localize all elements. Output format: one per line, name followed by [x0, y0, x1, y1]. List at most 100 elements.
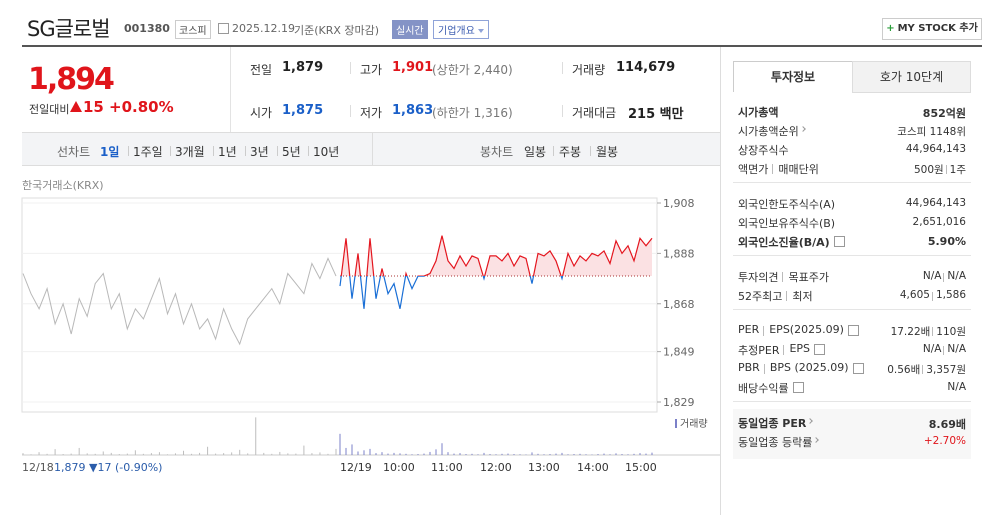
help-icon[interactable]: [792, 382, 804, 393]
label-separator: [782, 272, 784, 282]
volume-bar: [303, 445, 305, 455]
realtime-badge[interactable]: 실시간: [392, 20, 428, 39]
overview-button[interactable]: 기업개요: [433, 20, 489, 39]
help-icon[interactable]: [833, 236, 845, 247]
tab[interactable]: 호가 10단계: [852, 61, 971, 93]
volume-bar: [477, 454, 479, 455]
info-value: N/A: [922, 343, 942, 355]
summary-note: (하한가 1,316): [432, 106, 513, 120]
option-separator: [308, 146, 309, 156]
x-label: 13:00: [528, 461, 560, 474]
info-label: 52주최고: [738, 290, 783, 303]
calendar-icon: [218, 23, 229, 34]
period-option[interactable]: 10년: [313, 145, 340, 159]
value-separator: [932, 327, 934, 336]
volume-bar: [579, 453, 581, 455]
volume-bar: [199, 452, 201, 455]
candle-option[interactable]: 주봉: [559, 145, 582, 159]
volume-bar: [102, 451, 104, 455]
volume-bar: [223, 453, 225, 455]
volume-bar: [22, 453, 24, 455]
link-arrow[interactable]: [799, 126, 806, 132]
option-separator: [553, 146, 554, 156]
section-divider: [733, 309, 971, 310]
tab-active[interactable]: 투자정보: [733, 61, 853, 92]
volume-bar: [134, 450, 136, 455]
summary-value: 1,879: [282, 60, 324, 75]
period-option[interactable]: 3년: [250, 145, 269, 159]
help-icon[interactable]: [814, 344, 826, 355]
volume-bar: [489, 454, 491, 455]
volume-bar: [597, 454, 599, 455]
volume-bar: [279, 451, 281, 455]
volume-bar: [287, 453, 289, 455]
x-label: 14:00: [577, 461, 609, 474]
info-label: 배당수익률: [738, 382, 789, 395]
base-date: 2025.12.19: [232, 22, 295, 35]
period-option[interactable]: 1일: [100, 145, 120, 159]
volume-bar: [447, 452, 449, 455]
value-separator: [945, 165, 947, 174]
info-label: PBR: [738, 361, 760, 374]
volume-bar: [345, 447, 347, 455]
info-label: 동일업종 PER: [738, 417, 807, 430]
section-shade: [733, 409, 971, 459]
option-separator: [213, 146, 214, 156]
volume-bar: [423, 453, 425, 455]
volume-bar: [615, 453, 617, 455]
volume-bar: [263, 452, 265, 455]
volume-bar: [231, 452, 233, 455]
y-tick-label: 1,829: [663, 396, 695, 409]
volume-bar: [441, 443, 443, 455]
volume-bar: [351, 444, 353, 455]
volume-bar: [369, 448, 371, 455]
period-option[interactable]: 1년: [218, 145, 237, 159]
period-option[interactable]: 5년: [282, 145, 301, 159]
summary-separator: [562, 105, 563, 117]
candle-chart-label: 봉차트: [480, 145, 514, 159]
x-label: 11:00: [431, 461, 463, 474]
volume-bar: [399, 453, 401, 455]
info-value: 0.56배: [887, 364, 921, 376]
volume-bar: [118, 454, 120, 455]
volume-bar: [567, 454, 569, 455]
info-label: EPS: [789, 342, 811, 355]
summary-value: 1,901: [392, 60, 434, 75]
help-icon[interactable]: [852, 363, 864, 374]
period-option[interactable]: 1주일: [133, 145, 163, 159]
info-value: 44,964,143: [905, 143, 966, 155]
help-icon[interactable]: [847, 325, 859, 336]
up-triangle: [70, 101, 82, 112]
info-value: 17.22배: [890, 326, 931, 338]
volume-bar: [335, 448, 337, 455]
section-divider: [733, 182, 971, 183]
info-value: 852억원: [922, 107, 966, 120]
stock-code: 001380: [124, 22, 170, 35]
info-value: 110원: [936, 326, 966, 338]
volume-bar: [363, 450, 365, 455]
info-value: 4,605: [899, 289, 930, 301]
volume-bar: [513, 454, 515, 455]
period-option[interactable]: 3개월: [175, 145, 205, 159]
chart-source: 한국거래소(KRX): [22, 179, 104, 192]
volume-bar: [30, 454, 32, 455]
overview-text: 기업개요: [438, 26, 475, 37]
volume-bar: [537, 453, 539, 455]
summary-label: 거래량: [572, 63, 606, 77]
mystock-button[interactable]: + MY STOCK 추가: [882, 18, 982, 40]
stock-name: SG글로벌: [27, 17, 111, 41]
info-label: 목표주가: [788, 271, 829, 284]
candle-option[interactable]: 일봉: [524, 145, 547, 159]
label-separator: [763, 326, 765, 336]
volume-bar: [339, 433, 341, 455]
summary-label: 저가: [360, 106, 383, 120]
candle-option[interactable]: 월봉: [596, 145, 619, 159]
volume-bar: [453, 453, 455, 455]
info-label: 최저: [792, 290, 813, 303]
today-line-up: [340, 235, 653, 277]
prev-date: 12/18: [22, 461, 54, 474]
x-label: 10:00: [383, 461, 415, 474]
summary-separator: [350, 105, 351, 117]
summary-note: (상한가 2,440): [432, 63, 513, 77]
summary-value: 114,679: [616, 60, 676, 75]
